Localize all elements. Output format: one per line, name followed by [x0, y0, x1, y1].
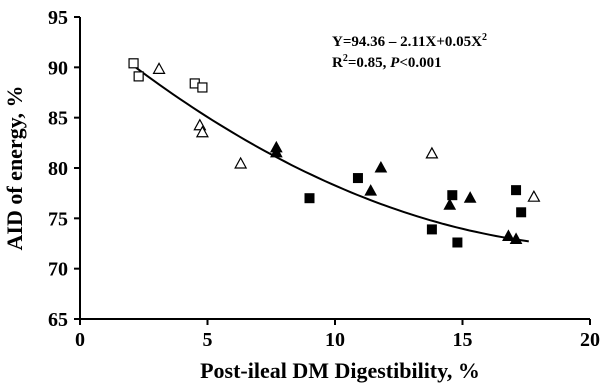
filled-square-point: [352, 173, 363, 184]
x-tick-label: 5: [203, 329, 213, 351]
x-tick-label: 15: [453, 329, 473, 351]
filled-triangle-point: [374, 160, 388, 173]
filled-triangle-point: [270, 145, 283, 158]
y-tick-label: 90: [48, 57, 68, 79]
x-tick-label: 20: [580, 329, 600, 351]
y-axis-title: AID of energy, %: [2, 86, 27, 251]
x-tick-label: 10: [325, 329, 345, 351]
filled-triangle-point: [364, 184, 378, 196]
data-points: [128, 58, 541, 248]
ticks: 65 70 75 80 85 90 95 0 5 10 15 20: [48, 7, 600, 351]
fit-curve-layer: [132, 65, 529, 243]
filled-triangle-point: [463, 191, 477, 203]
y-tick-label: 80: [48, 158, 68, 180]
y-tick-label: 70: [48, 259, 68, 281]
open-triangle-point: [195, 125, 209, 138]
filled-triangle-point: [509, 232, 523, 244]
open-triangle-point: [152, 62, 166, 74]
y-tick-label: 65: [48, 309, 68, 331]
equation-label: Y=94.36 – 2.11X+0.05X2: [332, 32, 487, 50]
filled-square-point: [516, 207, 527, 218]
open-square-point: [133, 71, 144, 82]
x-tick-label: 0: [75, 329, 85, 351]
open-triangle-point: [527, 189, 541, 202]
r-squared-label: R2=0.85, P<0.001: [332, 53, 442, 71]
filled-triangle-point: [502, 229, 515, 241]
open-triangle-point: [425, 146, 439, 159]
open-triangle-point: [234, 156, 248, 169]
y-tick-label: 95: [48, 7, 68, 29]
fit-curve: [132, 65, 529, 243]
y-tick-label: 75: [48, 208, 68, 230]
x-axis-title: Post-ileal DM Digestibility, %: [200, 358, 480, 383]
filled-square-point: [511, 185, 522, 196]
open-square-point: [197, 82, 208, 93]
filled-square-point: [304, 193, 315, 204]
filled-square-point: [452, 237, 463, 248]
filled-square-point: [447, 190, 458, 201]
filled-triangle-point: [443, 198, 457, 210]
y-tick-label: 85: [48, 108, 68, 130]
filled-square-point: [426, 224, 437, 235]
open-square-point: [128, 58, 139, 69]
